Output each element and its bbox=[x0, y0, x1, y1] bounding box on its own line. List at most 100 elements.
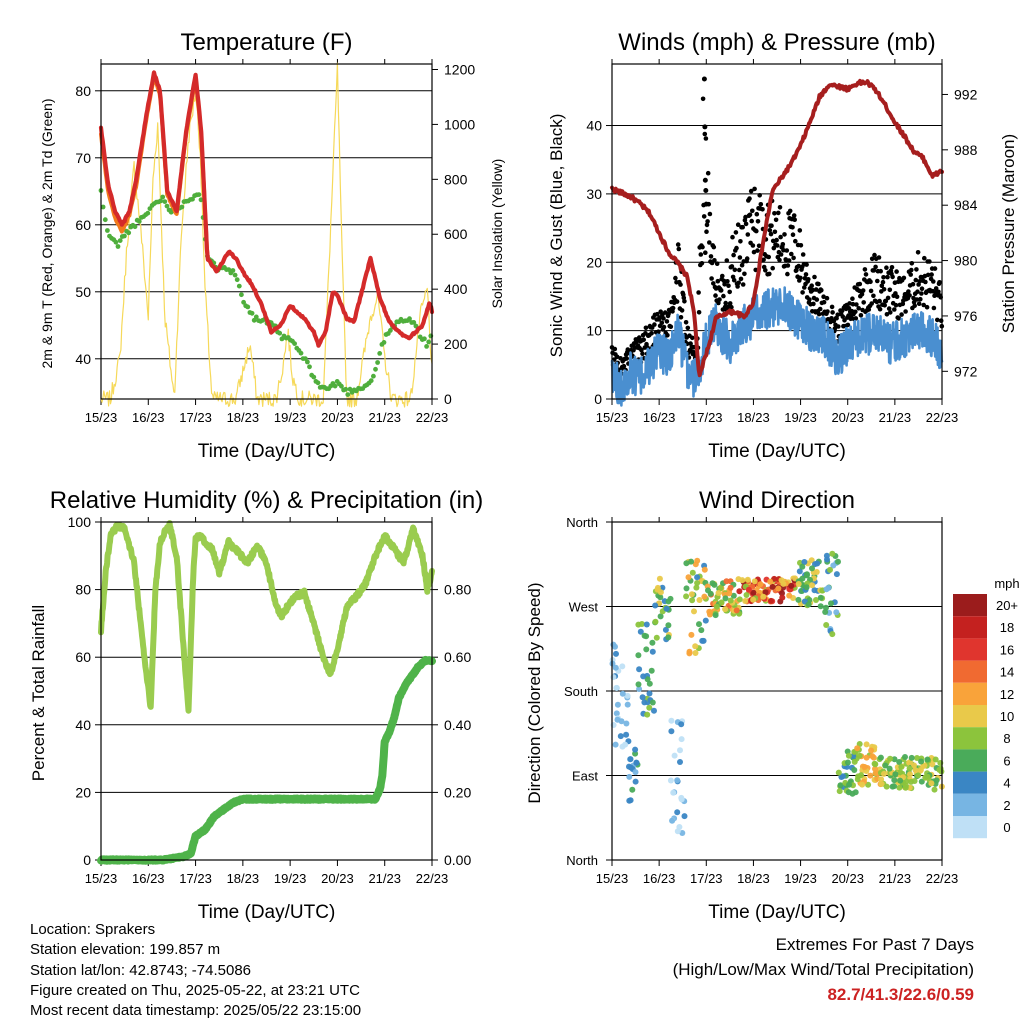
gust-point bbox=[916, 301, 922, 307]
dewpoint-point bbox=[113, 239, 119, 245]
wind-direction-point bbox=[692, 643, 699, 650]
gust-point bbox=[929, 272, 934, 277]
gust-point bbox=[925, 272, 931, 278]
gust-point bbox=[821, 299, 827, 305]
wind-direction-point bbox=[613, 710, 620, 717]
dewpoint-point bbox=[198, 197, 204, 203]
gust-point bbox=[931, 305, 937, 311]
x-axis-label: Time (Day/UTC) bbox=[198, 441, 336, 462]
wind-direction-point bbox=[632, 778, 639, 785]
dewpoint-point bbox=[115, 244, 121, 249]
gust-point bbox=[673, 275, 678, 281]
wind-direction-point bbox=[861, 764, 868, 770]
gust-point bbox=[834, 315, 839, 321]
gust-point bbox=[777, 257, 782, 263]
dewpoint-point bbox=[234, 277, 240, 283]
wind-direction-point bbox=[685, 574, 692, 581]
wind-direction-point bbox=[817, 603, 824, 610]
gust-point bbox=[787, 208, 793, 214]
extremes-values: 82.7/41.3/22.6/0.59 bbox=[827, 985, 974, 1004]
gust-point bbox=[858, 313, 864, 318]
wind-direction-point bbox=[667, 595, 674, 602]
wind-direction-point bbox=[839, 773, 846, 780]
wind-direction-point bbox=[678, 721, 685, 728]
gust-point bbox=[770, 265, 775, 271]
wind-direction-point bbox=[688, 631, 695, 638]
wind-direction-point bbox=[878, 780, 885, 787]
y-tick-label: 20 bbox=[586, 254, 602, 270]
y2-axis-label: Solar Insolation (Yellow) bbox=[489, 159, 505, 309]
gust-point bbox=[889, 265, 895, 270]
gust-point bbox=[674, 299, 680, 304]
gust-point bbox=[791, 213, 797, 218]
chart-panel-3: Relative Humidity (%) & Precipitation (i… bbox=[29, 487, 483, 923]
wind-direction-point bbox=[897, 769, 904, 776]
gust-point bbox=[681, 295, 687, 301]
x-tick-label: 20/23 bbox=[321, 410, 354, 425]
wind-direction-point bbox=[903, 778, 910, 785]
wind-direction-point bbox=[795, 581, 802, 587]
gust-point bbox=[832, 326, 838, 331]
gust-point bbox=[778, 252, 784, 257]
wind-direction-point bbox=[632, 769, 639, 776]
wind-direction-point bbox=[646, 680, 653, 687]
gust-point bbox=[755, 219, 761, 224]
plot-border bbox=[100, 521, 433, 861]
wind-direction-point bbox=[872, 761, 879, 768]
gust-point bbox=[773, 217, 779, 223]
gust-point bbox=[881, 287, 887, 292]
gust-point bbox=[868, 288, 874, 294]
dewpoint-point bbox=[232, 272, 238, 278]
gust-point bbox=[703, 136, 709, 141]
gust-point bbox=[892, 307, 897, 312]
wind-direction-point bbox=[637, 628, 644, 635]
wind-direction-point bbox=[688, 591, 695, 598]
wind-direction-point bbox=[715, 590, 722, 596]
wind-direction-point bbox=[803, 584, 810, 591]
chart-panel-4: Wind Direction 15/23 16/23 17/23 18/23 19/23 2… bbox=[525, 487, 958, 923]
wind-direction-point bbox=[681, 813, 688, 820]
gust-point bbox=[720, 273, 725, 279]
gust-point bbox=[790, 232, 796, 237]
gust-point bbox=[899, 312, 904, 317]
y-tick-label: 40 bbox=[75, 717, 91, 733]
wind-direction-point bbox=[649, 648, 656, 655]
y-axis-label: Direction (Colored By Speed) bbox=[525, 582, 544, 803]
gust-point bbox=[701, 76, 707, 82]
gust-point bbox=[778, 234, 783, 240]
gust-point bbox=[813, 287, 819, 292]
gust-point bbox=[718, 288, 724, 293]
dewpoint-point bbox=[411, 320, 417, 325]
gust-point bbox=[896, 316, 902, 321]
gust-point bbox=[641, 337, 646, 343]
wind-direction-point bbox=[788, 582, 795, 589]
gust-point bbox=[675, 242, 681, 247]
gust-point bbox=[704, 222, 710, 228]
wind-direction-point bbox=[917, 767, 924, 773]
wind-direction-point bbox=[859, 781, 866, 788]
dewpoint-point bbox=[162, 199, 168, 205]
gust-point bbox=[877, 306, 883, 312]
y2-tick-label: 800 bbox=[444, 171, 468, 187]
wind-direction-point bbox=[902, 754, 908, 760]
dewpoint-point bbox=[100, 204, 106, 210]
gust-point bbox=[649, 331, 654, 336]
dewpoint-point bbox=[117, 238, 123, 244]
wind-direction-point bbox=[744, 576, 751, 583]
wind-direction-point bbox=[750, 596, 757, 603]
wind-direction-point bbox=[924, 773, 931, 780]
gust-point bbox=[917, 279, 922, 284]
dewpoint-point bbox=[145, 210, 151, 216]
gust-point bbox=[817, 306, 823, 312]
dewpoint-point bbox=[236, 283, 242, 289]
y2-tick-label: 0.80 bbox=[444, 582, 471, 598]
gust-point bbox=[700, 244, 705, 250]
wind-direction-point bbox=[931, 786, 938, 793]
gust-point bbox=[878, 268, 883, 274]
dewpoint-point bbox=[371, 373, 376, 379]
wind-direction-point bbox=[667, 777, 674, 784]
x-tick-label: 20/23 bbox=[321, 871, 354, 886]
gust-point bbox=[871, 268, 877, 273]
y-tick-label: North bbox=[566, 853, 598, 868]
wind-direction-point bbox=[854, 745, 861, 752]
